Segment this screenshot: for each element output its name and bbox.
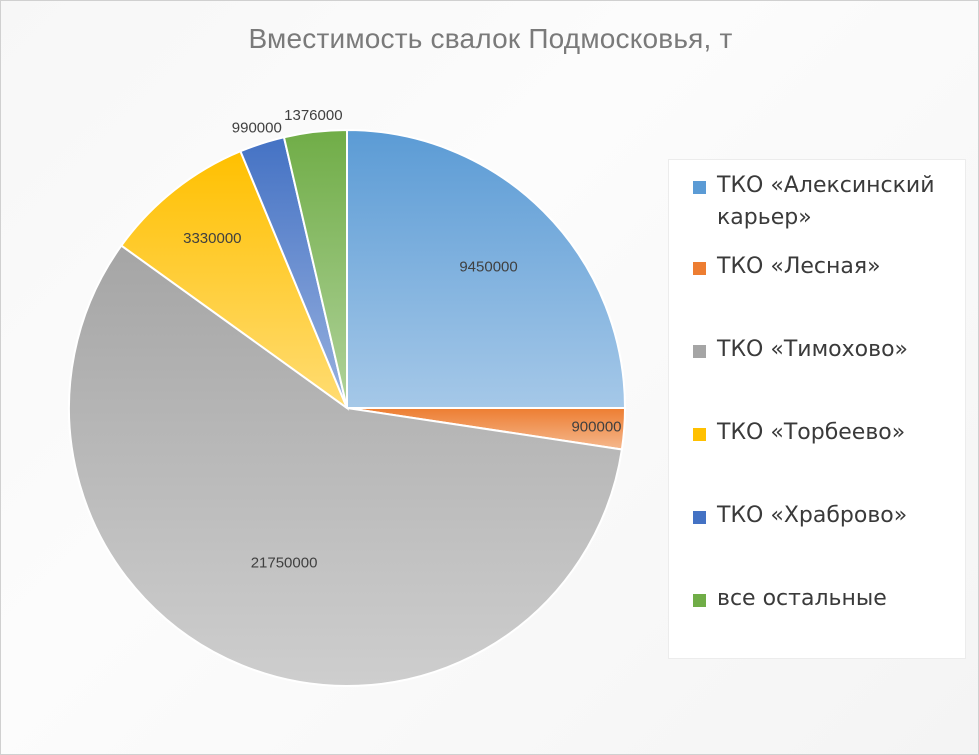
chart-title: Вместимость свалок Подмосковья, т: [248, 23, 733, 54]
pie-slice-timokhovo: [68, 244, 624, 687]
legend-swatch-lesnaya: [693, 262, 706, 275]
data-label-aleksinsky: 9450000: [459, 258, 517, 275]
legend-swatch-khrabrovo: [693, 511, 706, 524]
legend-label-torbeevo: ТКО «Торбеево»: [717, 420, 906, 445]
pie-slice-torbeevo: [119, 149, 350, 411]
data-label-khrabrovo: 990000: [232, 119, 282, 136]
legend-label-aleksinsky: ТКО «Алексинский карьер»: [717, 173, 935, 230]
legend-swatch-others: [693, 594, 706, 607]
data-label-lesnaya: 900000: [571, 419, 621, 436]
legend-label-lesnaya: ТКО «Лесная»: [717, 254, 881, 279]
data-label-torbeevo: 3330000: [183, 230, 241, 247]
data-label-others: 1376000: [284, 107, 342, 124]
legend-label-khrabrovo: ТКО «Храброво»: [717, 503, 908, 528]
legend-swatch-torbeevo: [693, 428, 706, 441]
pie-slice-aleksinsky: [346, 128, 627, 410]
legend-label-others: все остальные: [717, 586, 887, 611]
legend-label-timokhovo: ТКО «Тимохово»: [717, 337, 908, 362]
legend: ТКО «Алексинский карьер» ТКО «Лесная» ТК…: [668, 159, 966, 659]
legend-swatch-timokhovo: [693, 345, 706, 358]
pie-slice-others: [282, 128, 348, 409]
legend-swatch-aleksinsky: [693, 181, 706, 194]
data-label-timokhovo: 21750000: [251, 554, 318, 571]
